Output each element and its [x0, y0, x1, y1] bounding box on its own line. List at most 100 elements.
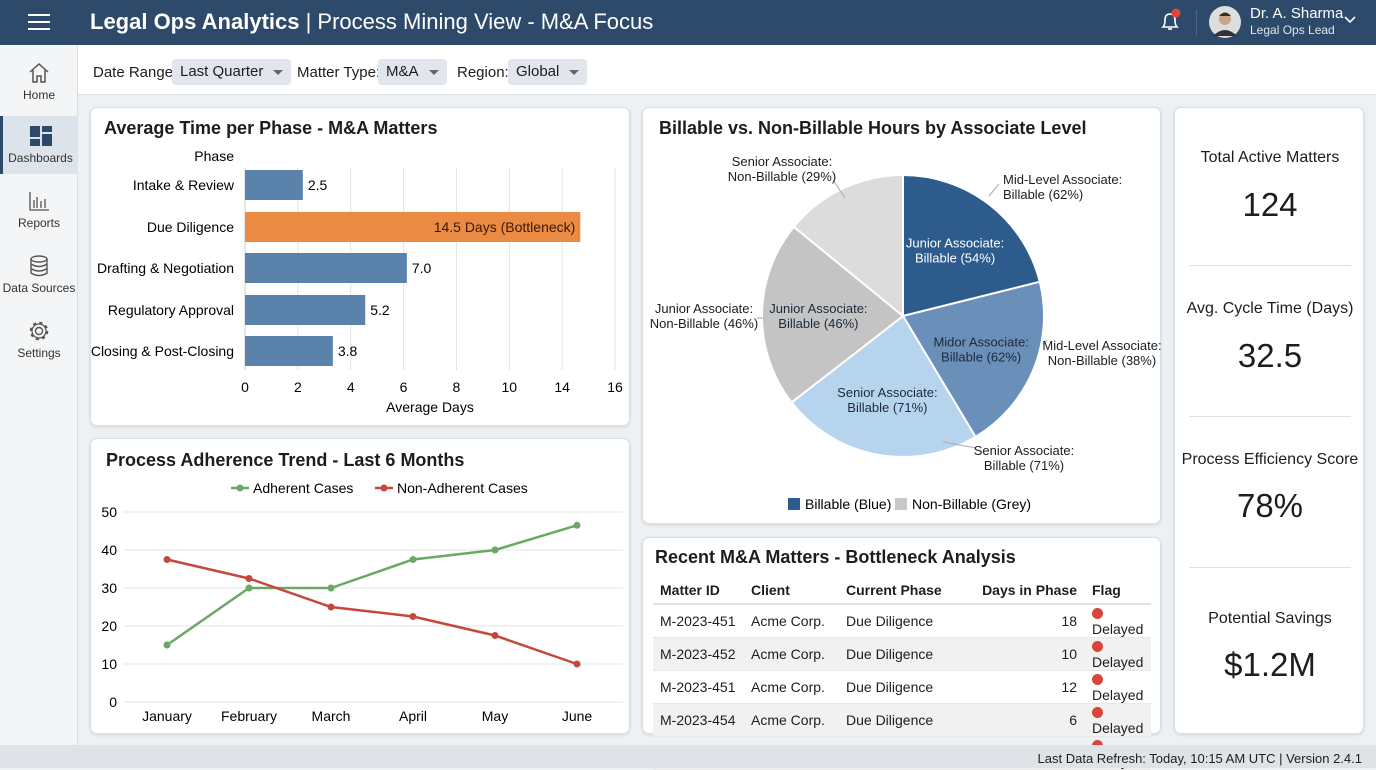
table-row[interactable]: M-2023-452 Acme Corp. Due Diligence 10 Delay… [653, 637, 1151, 671]
pie-slice [792, 173, 904, 319]
x-tick-label: 4 [347, 379, 355, 395]
status-dot-icon [1092, 608, 1103, 619]
data-point [491, 546, 499, 554]
data-point [245, 575, 253, 582]
user-name[interactable]: Dr. A. Sharma [1250, 5, 1344, 22]
y-tick-label: 50 [101, 504, 117, 520]
status-dot-icon [1092, 641, 1103, 652]
category-label: Drafting & Negotiation [97, 260, 234, 276]
column-header[interactable]: Days in Phase [962, 576, 1085, 605]
pie-slice [790, 314, 977, 458]
x-axis-label: Average Days [386, 399, 474, 415]
column-header[interactable]: Client [744, 576, 839, 605]
chevron-down-icon[interactable] [1344, 16, 1356, 24]
x-tick-label: 8 [453, 379, 461, 395]
y-tick-label: 10 [101, 656, 117, 672]
data-point [409, 613, 417, 620]
y-axis-label: Phase [194, 148, 234, 164]
sidebar-item-settings[interactable]: Settings [0, 311, 78, 369]
data-label: 5.2 [370, 302, 390, 318]
y-tick-label: 20 [101, 618, 117, 634]
kpi-value: 124 [1242, 186, 1298, 223]
callout-label: Senior Associate: Non-Billable (29%) [728, 154, 836, 184]
category-label: Due Diligence [147, 219, 234, 235]
avatar[interactable] [1209, 6, 1241, 38]
database-icon [30, 255, 48, 277]
gear-icon [29, 321, 49, 341]
x-tick-label: March [312, 708, 351, 724]
data-point [327, 584, 335, 592]
leader-line [942, 441, 977, 449]
current-phase: Due Diligence [839, 703, 962, 737]
flag: Delayed [1085, 637, 1151, 671]
x-tick-label: February [221, 708, 277, 724]
filter-bar: Date Range: Last Quarter Matter Type: M&… [78, 45, 1376, 95]
client: Acme Corp. [744, 637, 839, 671]
matter-type-select[interactable]: M&A [378, 59, 447, 85]
sidebar-item-dashboards[interactable]: Dashboards [0, 116, 78, 174]
dashboard-icon [29, 126, 52, 146]
kpi-value: $1.2M [1224, 646, 1316, 683]
matters-table-card: Recent M&A Matters - Bottleneck Analysis… [642, 537, 1161, 770]
callout-label: Senior Associate: Billable (71%) [974, 443, 1074, 473]
slice-label: Junior Associate: Billable (54%) [906, 235, 1004, 265]
callout-label: Junior Associate: Non-Billable (46%) [650, 301, 758, 331]
menu-icon[interactable] [28, 13, 50, 31]
legend-label: Non-Billable (Grey) [912, 496, 1031, 512]
pie-slice [761, 225, 905, 404]
sidebar: Home Dashboards Reports Data Sources Set… [0, 45, 78, 745]
leader-line [832, 179, 846, 199]
adherence-chart-card: Process Adherence Trend - Last 6 Months … [90, 438, 630, 734]
kpi-label: Potential Savings [1208, 610, 1332, 627]
callout-label: Mid-Level Associate: Billable (62%) [1003, 172, 1122, 202]
flag: Delayed [1085, 670, 1151, 704]
category-label: Regulatory Approval [108, 302, 234, 318]
kpi-value: 78% [1236, 487, 1304, 524]
client: Acme Corp. [744, 604, 839, 638]
y-tick-label: 40 [101, 542, 117, 558]
bar [245, 295, 366, 325]
bell-icon[interactable] [1158, 8, 1184, 34]
bar-chart-icon [29, 192, 49, 211]
column-header[interactable]: Matter ID [653, 576, 744, 605]
matter-id: M-2023-451 [653, 670, 744, 704]
data-label: 2.5 [308, 177, 328, 193]
bar [245, 170, 303, 200]
x-tick-label: 2 [294, 379, 302, 395]
sidebar-item-home[interactable]: Home [0, 53, 78, 111]
sidebar-item-data-sources[interactable]: Data Sources [0, 246, 78, 304]
days-in-phase: 10 [962, 637, 1085, 671]
data-point [163, 641, 171, 649]
sidebar-item-reports[interactable]: Reports [0, 181, 78, 239]
table-row[interactable]: M-2023-454 Acme Corp. Due Diligence 6 Delaye… [653, 703, 1151, 737]
client: Acme Corp. [744, 703, 839, 737]
x-tick-label: May [482, 708, 508, 724]
x-tick-label: 16 [607, 379, 623, 395]
matter-id: M-2023-452 [653, 637, 744, 671]
current-phase: Due Diligence [839, 604, 962, 638]
data-label: 3.8 [338, 343, 358, 359]
column-header[interactable]: Current Phase [839, 576, 962, 605]
data-point [573, 521, 581, 529]
slice-label: Midor Associate: Billable (62%) [933, 334, 1028, 364]
table-row[interactable]: M-2023-451 Acme Corp. Due Diligence 18 Delay… [653, 604, 1151, 638]
billable-pie-chart: Junior Associate: Billable (54%) Midor Ass… [650, 154, 1162, 512]
series-line [166, 524, 578, 647]
column-header[interactable]: Flag [1085, 576, 1151, 605]
pie-slice [901, 280, 1045, 439]
y-tick-label: 30 [101, 580, 117, 596]
callout-label: Mid-Level Associate: Non-Billable (38%) [1042, 338, 1161, 368]
slice-label: Senior Associate: Billable (71%) [837, 385, 937, 415]
flag: Delayed [1085, 604, 1151, 638]
date-range-select[interactable]: Last Quarter [172, 59, 292, 85]
pie-slice [902, 173, 1042, 318]
table-row[interactable]: M-2023-451 Acme Corp. Due Diligence 12 Delay… [653, 670, 1151, 704]
slice-label: Junior Associate: Billable (46%) [769, 301, 867, 331]
region-select[interactable]: Global [508, 59, 588, 85]
bar [245, 336, 333, 366]
kpi-label: Avg. Cycle Time (Days) [1186, 300, 1354, 317]
x-tick-label: 0 [241, 379, 249, 395]
page-title: Legal Ops Analytics | Process Mining Vie… [90, 9, 654, 34]
billable-pie-card: Billable vs. Non-Billable Hours by Assoc… [642, 107, 1162, 524]
legend-label: Non-Adherent Cases [397, 480, 528, 496]
